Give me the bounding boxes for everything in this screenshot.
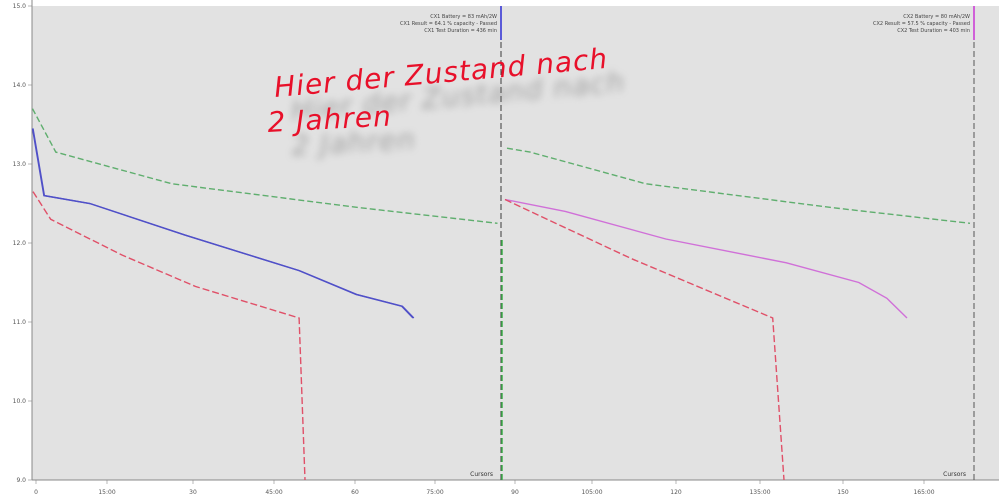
- y-tick-label: 15.0: [13, 3, 27, 10]
- series-left-green: [31, 108, 498, 224]
- y-tick-label: 14.0: [13, 82, 27, 89]
- x-tick-label: 60: [351, 489, 359, 496]
- plot-background: [32, 6, 999, 480]
- x-tick-label: 15:00: [98, 489, 115, 496]
- x-tick-label: 0: [34, 489, 38, 496]
- x-tick-label: 120: [670, 489, 682, 496]
- legend-entry: CX2 Battery = 80 mAh/2W: [903, 14, 970, 20]
- series-left-blue-line: [32, 128, 414, 319]
- y-tick-label: 12.0: [13, 240, 27, 247]
- series-right-magenta: [504, 198, 908, 319]
- annotation-line2: 2 Jahren: [267, 100, 393, 139]
- legend-entry: CX2 Test Duration = 403 min: [897, 28, 970, 34]
- y-tick-label: 9.0: [16, 477, 26, 484]
- cursor-label: Cursors: [470, 471, 493, 478]
- x-tick-label: 150: [837, 489, 849, 496]
- legend-entry: CX1 Test Duration = 436 min: [424, 28, 497, 34]
- y-tick-label: 11.0: [13, 319, 27, 326]
- cursor-label: Cursors: [943, 471, 966, 478]
- x-tick-label: 105:00: [581, 489, 602, 496]
- series-left-red: [32, 191, 306, 481]
- x-tick-label: 75:00: [426, 489, 443, 496]
- y-tick-label: 13.0: [13, 161, 27, 168]
- x-tick-label: 165:00: [913, 489, 934, 496]
- x-tick-label: 30: [189, 489, 197, 496]
- x-tick-label: 45:00: [265, 489, 282, 496]
- x-tick-label: 90: [511, 489, 519, 496]
- x-tick-label: 135:00: [749, 489, 770, 496]
- series-right-red: [504, 198, 785, 481]
- legend-entry: CX2 Result = 57.5 % capacity - Passed: [873, 21, 970, 27]
- y-tick-label: 10.0: [13, 398, 27, 405]
- annotation-shadow-line2: 2 Jahren: [291, 123, 417, 162]
- legend-entry: CX1 Result = 64.1 % capacity - Passed: [400, 21, 497, 27]
- legend-entry: CX1 Battery = 83 mAh/2W: [430, 14, 497, 20]
